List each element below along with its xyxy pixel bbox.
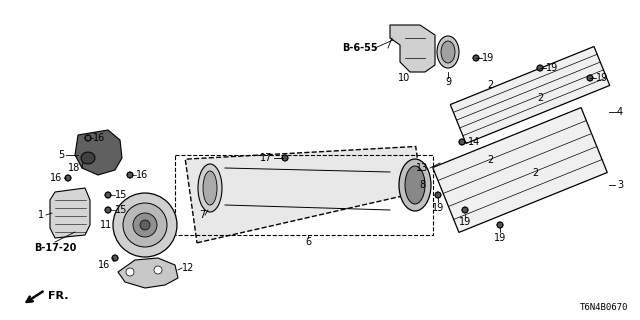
Polygon shape: [185, 147, 422, 243]
Text: B-6-55: B-6-55: [342, 43, 378, 53]
Circle shape: [140, 220, 150, 230]
Circle shape: [587, 75, 593, 81]
Text: 16: 16: [93, 133, 105, 143]
Circle shape: [123, 203, 167, 247]
Text: 17: 17: [260, 153, 272, 163]
Text: 19: 19: [546, 63, 558, 73]
Text: 16: 16: [98, 260, 110, 270]
Text: 19: 19: [482, 53, 494, 63]
Text: 18: 18: [68, 163, 80, 173]
Text: 1: 1: [38, 210, 44, 220]
Text: 4: 4: [617, 107, 623, 117]
Text: 2: 2: [532, 168, 538, 178]
Ellipse shape: [441, 41, 455, 63]
Text: 7: 7: [199, 210, 205, 220]
Circle shape: [112, 255, 118, 261]
Text: 15: 15: [115, 190, 127, 200]
Text: 5: 5: [58, 150, 64, 160]
Circle shape: [537, 65, 543, 71]
Circle shape: [282, 155, 288, 161]
Text: 16: 16: [136, 170, 148, 180]
Text: FR.: FR.: [48, 291, 68, 301]
Text: 19: 19: [596, 73, 608, 83]
Circle shape: [105, 207, 111, 213]
Circle shape: [126, 268, 134, 276]
Text: 9: 9: [445, 77, 451, 87]
Text: 2: 2: [537, 93, 543, 103]
Polygon shape: [75, 130, 122, 175]
Circle shape: [113, 193, 177, 257]
Polygon shape: [433, 108, 607, 232]
Circle shape: [154, 266, 162, 274]
Text: 19: 19: [432, 203, 444, 213]
Circle shape: [435, 192, 441, 198]
Text: 15: 15: [115, 205, 127, 215]
Text: 2: 2: [487, 80, 493, 90]
Circle shape: [462, 207, 468, 213]
Ellipse shape: [437, 36, 459, 68]
Polygon shape: [50, 188, 90, 238]
Circle shape: [105, 192, 111, 198]
Circle shape: [133, 213, 157, 237]
Text: 19: 19: [459, 217, 471, 227]
Circle shape: [65, 175, 71, 181]
Text: 6: 6: [305, 237, 311, 247]
Ellipse shape: [203, 171, 217, 205]
Text: 16: 16: [50, 173, 62, 183]
Circle shape: [459, 139, 465, 145]
Text: 13: 13: [416, 163, 428, 173]
Circle shape: [127, 172, 133, 178]
Text: 10: 10: [398, 73, 410, 83]
Circle shape: [85, 135, 91, 141]
Text: 8: 8: [419, 180, 425, 190]
Text: 3: 3: [617, 180, 623, 190]
Polygon shape: [390, 25, 435, 72]
Text: 14: 14: [468, 137, 480, 147]
Ellipse shape: [399, 159, 431, 211]
Text: 12: 12: [182, 263, 195, 273]
Text: 2: 2: [487, 155, 493, 165]
Circle shape: [497, 222, 503, 228]
Text: T6N4B0670: T6N4B0670: [580, 303, 628, 312]
Text: 19: 19: [494, 233, 506, 243]
Ellipse shape: [198, 164, 222, 212]
Text: 11: 11: [100, 220, 112, 230]
Polygon shape: [118, 258, 178, 288]
Ellipse shape: [81, 152, 95, 164]
Circle shape: [473, 55, 479, 61]
Ellipse shape: [405, 166, 425, 204]
Text: B-17-20: B-17-20: [34, 243, 76, 253]
Polygon shape: [451, 46, 610, 143]
